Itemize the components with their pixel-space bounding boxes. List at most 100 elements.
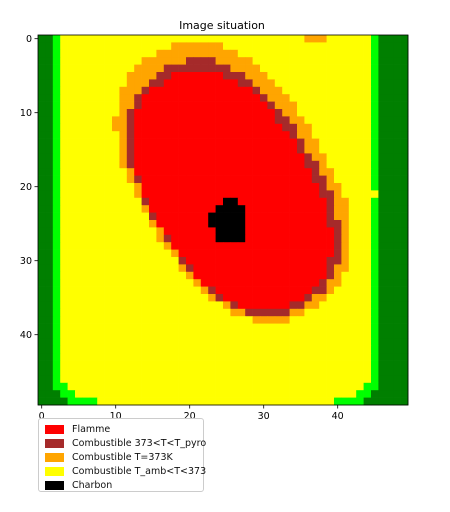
heatmap-cell [267,190,276,199]
heatmap-cell [319,212,327,221]
heatmap-cell [149,101,157,110]
heatmap-cell [149,79,157,88]
heatmap-cell [171,86,179,95]
heatmap-cell [274,138,283,147]
heatmap-cell [178,242,187,250]
heatmap-cell [52,42,61,51]
heatmap-cell [60,183,68,191]
heatmap-cell [304,168,313,176]
heatmap-cell [141,138,150,147]
heatmap-cell [245,212,253,221]
heatmap-cell [89,353,98,361]
heatmap-cell [215,94,224,102]
heatmap-cell [200,301,209,310]
heatmap-cell [193,301,202,310]
heatmap-cell [385,64,394,73]
heatmap-cell [363,353,372,361]
heatmap-cell [67,323,76,332]
y-tick-label: 10 [20,108,32,119]
heatmap-cell [200,138,209,147]
heatmap-cell [178,353,187,361]
heatmap-cell [341,294,350,302]
heatmap-cell [112,190,120,199]
heatmap-cell [141,375,150,384]
heatmap-cell [104,360,113,369]
heatmap-cell [341,49,350,58]
heatmap-cell [215,279,224,287]
heatmap-cell [319,86,327,95]
heatmap-cell [378,316,387,324]
heatmap-cell [319,131,327,139]
heatmap-cell [230,360,239,369]
heatmap-cell [230,220,239,228]
heatmap-cell [319,375,327,384]
heatmap-cell [274,257,283,265]
heatmap-cell [341,390,350,398]
heatmap-cell [282,35,290,43]
heatmap-cell [326,316,335,324]
heatmap-cell [223,109,231,117]
heatmap-cell [252,175,261,184]
heatmap-cell [178,220,187,228]
heatmap-cell [378,35,387,43]
heatmap-cell [208,323,216,332]
heatmap-cell [178,212,187,221]
heatmap-cell [75,294,83,302]
heatmap-cell [134,153,142,162]
heatmap-cell [186,316,194,324]
heatmap-cell [237,301,246,310]
heatmap-cell [52,101,61,110]
heatmap-cell [163,331,172,339]
heatmap-cell [230,382,239,391]
heatmap-cell [356,301,364,310]
heatmap-cell [237,94,246,102]
heatmap-cell [400,360,409,369]
heatmap-cell [193,390,202,398]
heatmap-cell [237,227,246,236]
heatmap-cell [45,101,54,110]
heatmap-cell [215,116,224,125]
heatmap-cell [267,64,276,73]
heatmap-cell [223,183,231,191]
heatmap-cell [348,264,357,273]
heatmap-cell [371,316,379,324]
heatmap-cell [274,35,283,43]
heatmap-cell [274,160,283,169]
heatmap-cell [67,234,76,243]
heatmap-cell [38,220,46,228]
heatmap-cell [126,79,135,88]
heatmap-cell [260,205,268,213]
heatmap-cell [119,264,128,273]
heatmap-cell [171,109,179,117]
heatmap-cell [341,175,350,184]
heatmap-cell [171,116,179,125]
heatmap-cell [311,271,320,280]
heatmap-cell [230,316,239,324]
heatmap-cell [297,360,305,369]
legend: Flamme Combustible 373<T<T_pyro Combustibl… [38,418,206,492]
heatmap-cell [178,227,187,236]
heatmap-cell [282,57,290,65]
heatmap-cell [400,57,409,65]
heatmap-cell [126,212,135,221]
heatmap-cell [319,301,327,310]
heatmap-cell [200,397,209,406]
heatmap-cell [38,94,46,102]
heatmap-cell [282,153,290,162]
heatmap-cell [97,212,105,221]
heatmap-cell [371,131,379,139]
heatmap-cell [186,72,194,80]
heatmap-cell [289,123,298,132]
heatmap-cell [363,212,372,221]
heatmap-cell [311,301,320,310]
heatmap-cell [319,227,327,236]
heatmap-cell [126,375,135,384]
heatmap-cell [319,94,327,102]
heatmap-cell [356,57,364,65]
heatmap-cell [267,101,276,110]
heatmap-cell [348,345,357,354]
heatmap-cell [400,301,409,310]
heatmap-cell [393,64,401,73]
heatmap-cell [82,72,91,80]
heatmap-cell [52,338,61,347]
